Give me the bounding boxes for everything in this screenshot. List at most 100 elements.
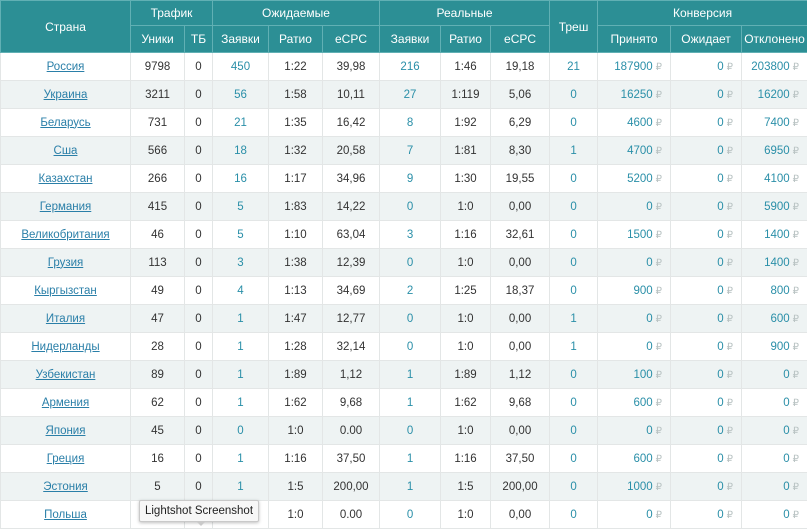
cell-trash[interactable]: 0 — [550, 277, 598, 305]
cell-trash[interactable]: 1 — [550, 333, 598, 361]
cell-pending[interactable]: 0₽ — [671, 473, 742, 501]
header-exp-ratio[interactable]: Ратио — [269, 26, 323, 53]
cell-pending[interactable]: 0₽ — [671, 389, 742, 417]
cell-pending[interactable]: 0₽ — [671, 221, 742, 249]
header-real-leads[interactable]: Заявки — [380, 26, 441, 53]
cell-real-leads[interactable]: 0 — [380, 249, 441, 277]
cell-trash[interactable]: 0 — [550, 81, 598, 109]
cell-rejected[interactable]: 4100₽ — [742, 165, 807, 193]
cell-exp-leads[interactable]: 5 — [213, 221, 269, 249]
cell-real-leads[interactable]: 0 — [380, 417, 441, 445]
cell-exp-leads[interactable]: 1 — [213, 389, 269, 417]
header-rejected[interactable]: Отклонено — [742, 26, 807, 53]
cell-real-leads[interactable]: 0 — [380, 193, 441, 221]
header-real-ecpc[interactable]: eCPC — [491, 26, 550, 53]
cell-accepted[interactable]: 0₽ — [598, 193, 671, 221]
cell-pending[interactable]: 0₽ — [671, 165, 742, 193]
cell-real-leads[interactable]: 0 — [380, 305, 441, 333]
cell-pending[interactable]: 0₽ — [671, 333, 742, 361]
cell-rejected[interactable]: 0₽ — [742, 473, 807, 501]
cell-accepted[interactable]: 4700₽ — [598, 137, 671, 165]
cell-accepted[interactable]: 16250₽ — [598, 81, 671, 109]
cell-pending[interactable]: 0₽ — [671, 277, 742, 305]
cell-trash[interactable]: 21 — [550, 53, 598, 81]
country-link[interactable]: Россия — [47, 61, 85, 73]
cell-real-leads[interactable]: 1 — [380, 445, 441, 473]
header-accepted[interactable]: Принято — [598, 26, 671, 53]
cell-real-leads[interactable]: 0 — [380, 501, 441, 529]
cell-trash[interactable]: 0 — [550, 473, 598, 501]
cell-real-leads[interactable]: 0 — [380, 333, 441, 361]
cell-accepted[interactable]: 1000₽ — [598, 473, 671, 501]
cell-trash[interactable]: 0 — [550, 361, 598, 389]
country-link[interactable]: Япония — [46, 425, 86, 437]
cell-real-leads[interactable]: 1 — [380, 361, 441, 389]
cell-real-leads[interactable]: 3 — [380, 221, 441, 249]
country-link[interactable]: Греция — [47, 453, 85, 465]
cell-exp-leads[interactable]: 3 — [213, 249, 269, 277]
cell-pending[interactable]: 0₽ — [671, 193, 742, 221]
cell-exp-leads[interactable]: 5 — [213, 193, 269, 221]
cell-rejected[interactable]: 1400₽ — [742, 249, 807, 277]
cell-accepted[interactable]: 5200₽ — [598, 165, 671, 193]
cell-trash[interactable]: 1 — [550, 137, 598, 165]
cell-rejected[interactable]: 0₽ — [742, 501, 807, 529]
country-link[interactable]: Германия — [40, 201, 92, 213]
cell-pending[interactable]: 0₽ — [671, 305, 742, 333]
cell-rejected[interactable]: 6950₽ — [742, 137, 807, 165]
cell-pending[interactable]: 0₽ — [671, 501, 742, 529]
cell-exp-leads[interactable]: 0 — [213, 417, 269, 445]
cell-real-leads[interactable]: 8 — [380, 109, 441, 137]
cell-rejected[interactable]: 7400₽ — [742, 109, 807, 137]
cell-exp-leads[interactable]: 1 — [213, 361, 269, 389]
cell-trash[interactable]: 0 — [550, 389, 598, 417]
header-real-ratio[interactable]: Ратио — [441, 26, 491, 53]
cell-real-leads[interactable]: 216 — [380, 53, 441, 81]
cell-rejected[interactable]: 5900₽ — [742, 193, 807, 221]
header-exp-ecpc[interactable]: eCPC — [323, 26, 380, 53]
cell-pending[interactable]: 0₽ — [671, 445, 742, 473]
cell-exp-leads[interactable]: 1 — [213, 333, 269, 361]
cell-trash[interactable]: 0 — [550, 221, 598, 249]
cell-accepted[interactable]: 600₽ — [598, 445, 671, 473]
cell-accepted[interactable]: 1500₽ — [598, 221, 671, 249]
country-link[interactable]: Узбекистан — [36, 369, 96, 381]
cell-exp-leads[interactable]: 450 — [213, 53, 269, 81]
cell-exp-leads[interactable]: 1 — [213, 305, 269, 333]
cell-accepted[interactable]: 0₽ — [598, 305, 671, 333]
cell-trash[interactable]: 0 — [550, 249, 598, 277]
cell-rejected[interactable]: 0₽ — [742, 417, 807, 445]
cell-real-leads[interactable]: 1 — [380, 473, 441, 501]
cell-pending[interactable]: 0₽ — [671, 417, 742, 445]
header-country[interactable]: Страна — [1, 1, 131, 53]
cell-pending[interactable]: 0₽ — [671, 109, 742, 137]
cell-pending[interactable]: 0₽ — [671, 137, 742, 165]
cell-pending[interactable]: 0₽ — [671, 361, 742, 389]
cell-exp-leads[interactable]: 21 — [213, 109, 269, 137]
cell-trash[interactable]: 0 — [550, 109, 598, 137]
cell-trash[interactable]: 0 — [550, 417, 598, 445]
header-tb[interactable]: ТБ — [185, 26, 213, 53]
cell-rejected[interactable]: 0₽ — [742, 389, 807, 417]
cell-trash[interactable]: 0 — [550, 165, 598, 193]
cell-pending[interactable]: 0₽ — [671, 81, 742, 109]
country-link[interactable]: Польша — [44, 509, 87, 521]
country-link[interactable]: Кыргызстан — [34, 285, 97, 297]
cell-rejected[interactable]: 203800₽ — [742, 53, 807, 81]
cell-trash[interactable]: 0 — [550, 193, 598, 221]
country-link[interactable]: Эстония — [43, 481, 88, 493]
country-link[interactable]: Великобритания — [21, 229, 109, 241]
cell-accepted[interactable]: 600₽ — [598, 389, 671, 417]
cell-real-leads[interactable]: 2 — [380, 277, 441, 305]
country-link[interactable]: Сша — [54, 145, 78, 157]
header-uniques[interactable]: Уники — [131, 26, 185, 53]
cell-real-leads[interactable]: 9 — [380, 165, 441, 193]
cell-accepted[interactable]: 187900₽ — [598, 53, 671, 81]
cell-real-leads[interactable]: 27 — [380, 81, 441, 109]
cell-pending[interactable]: 0₽ — [671, 249, 742, 277]
cell-rejected[interactable]: 900₽ — [742, 333, 807, 361]
cell-pending[interactable]: 0₽ — [671, 53, 742, 81]
cell-real-leads[interactable]: 7 — [380, 137, 441, 165]
cell-rejected[interactable]: 800₽ — [742, 277, 807, 305]
country-link[interactable]: Грузия — [48, 257, 84, 269]
